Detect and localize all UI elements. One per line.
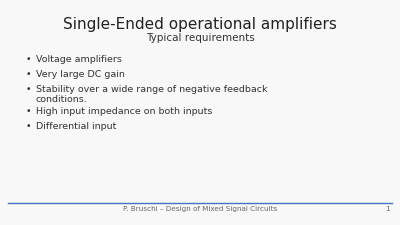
Text: Stability over a wide range of negative feedback
conditions.: Stability over a wide range of negative …	[36, 85, 268, 104]
Text: •: •	[25, 85, 31, 94]
Text: Typical requirements: Typical requirements	[146, 33, 254, 43]
Text: •: •	[25, 70, 31, 79]
Text: P. Bruschi – Design of Mixed Signal Circuits: P. Bruschi – Design of Mixed Signal Circ…	[123, 206, 277, 212]
Text: •: •	[25, 122, 31, 131]
Text: Voltage amplifiers: Voltage amplifiers	[36, 55, 122, 64]
Text: High input impedance on both inputs: High input impedance on both inputs	[36, 107, 212, 116]
Text: •: •	[25, 55, 31, 64]
Text: •: •	[25, 107, 31, 116]
Text: Differential input: Differential input	[36, 122, 116, 131]
Text: 1: 1	[385, 206, 390, 212]
Text: Single-Ended operational amplifiers: Single-Ended operational amplifiers	[63, 17, 337, 32]
Text: Very large DC gain: Very large DC gain	[36, 70, 125, 79]
